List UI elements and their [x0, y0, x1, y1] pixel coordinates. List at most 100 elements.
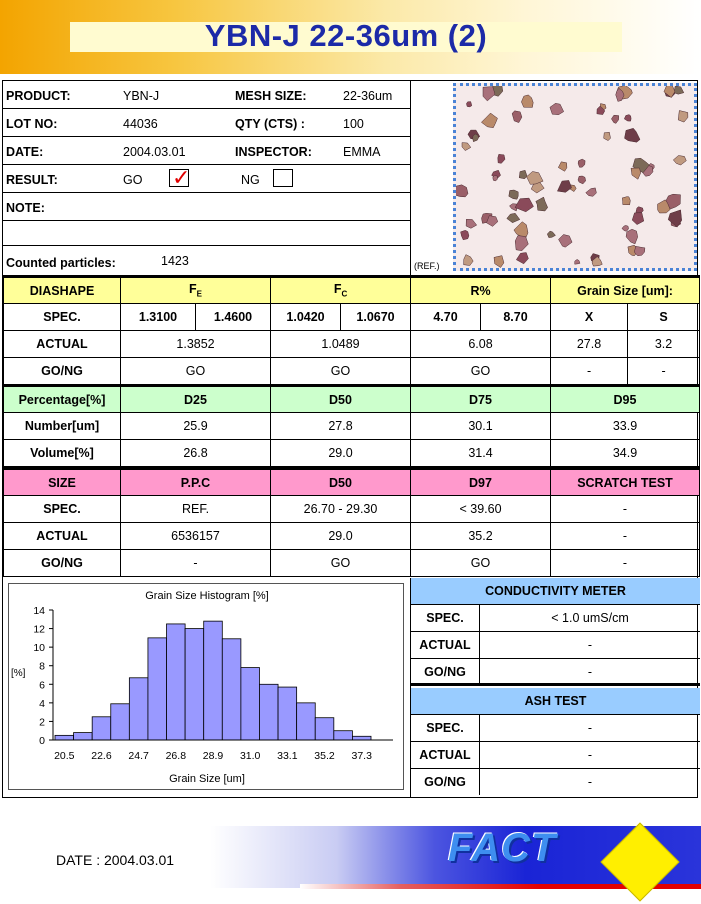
d97-header: D97 [410, 467, 551, 496]
particle [634, 246, 646, 257]
d75-header: D75 [410, 384, 551, 413]
gong-cell: - [550, 357, 629, 385]
size-cell: 26.70 - 29.30 [270, 495, 411, 523]
qty-label: QTY (CTS) : [235, 117, 305, 131]
particle [549, 103, 565, 115]
histogram-bar [91, 716, 112, 741]
y-tick-label: 10 [33, 642, 45, 654]
grain-size-header: Grain Size [um]: [550, 275, 701, 304]
spec-label: SPEC. [411, 605, 480, 631]
size-spec-row: SPEC. REF. 26.70 - 29.30 < 39.60 - [3, 495, 700, 523]
size-cell: 35.2 [410, 522, 551, 550]
x-tick-label: 28.9 [203, 750, 224, 762]
size-cell: < 39.60 [410, 495, 551, 523]
particle [672, 155, 687, 166]
go-checkbox[interactable]: ✓ [169, 167, 190, 189]
x-tick-label: 26.8 [166, 750, 187, 762]
scratch-test-header: SCRATCH TEST [550, 467, 700, 496]
y-tick-label: 12 [33, 624, 45, 636]
gong-cell: GO [119, 357, 272, 385]
percentage-table: Percentage[%] D25 D50 D75 D95 Number[um]… [3, 384, 700, 467]
x-tick-label: 20.5 [54, 750, 75, 762]
histogram-bar [203, 620, 223, 741]
gong-cell: GO [410, 357, 552, 385]
product-value: YBN-J [123, 89, 160, 103]
particle [585, 187, 597, 197]
histogram-bar [259, 683, 279, 741]
footer-date: DATE : 2004.03.01 [56, 852, 175, 868]
gong-label: GO/NG [3, 549, 121, 577]
particle [472, 133, 479, 143]
fe-header: FE [119, 275, 272, 304]
actual-label: ACTUAL [411, 632, 480, 658]
diashape-table: DIASHAPE FE FC R% Grain Size [um]: SPEC.… [3, 275, 701, 385]
gong-label: GO/NG [411, 659, 480, 685]
size-cell: - [550, 549, 700, 577]
ppc-header: P.P.C [120, 467, 271, 496]
particle [508, 189, 519, 200]
particle [547, 230, 556, 238]
histogram-bar [128, 677, 149, 741]
number-label: Number[um] [3, 412, 121, 440]
particle [630, 167, 641, 180]
particle [677, 110, 689, 123]
histogram-bar [110, 703, 130, 741]
particle [461, 142, 472, 151]
ash-actual-value: - [587, 748, 593, 762]
particle [596, 105, 606, 115]
ash-gong-value: - [587, 775, 593, 789]
number-row: Number[um] 25.9 27.8 30.1 33.9 [3, 412, 700, 440]
particle [456, 184, 469, 198]
histogram-frame: Grain Size Histogram [%] [%] Grain Size … [8, 583, 404, 790]
histogram-bar [240, 667, 260, 741]
conductivity-gong-row: GO/NG - [411, 659, 700, 686]
date-label: DATE: [6, 145, 44, 159]
x-tick-label: 24.7 [128, 750, 149, 762]
ng-checkbox[interactable] [273, 169, 293, 187]
d50-header: D50 [270, 384, 411, 413]
qty-value: 100 [343, 117, 364, 131]
photo-cell: (REF.) [410, 81, 699, 275]
spec-label: SPEC. [3, 303, 121, 331]
inspector-label: INSPECTOR: [235, 145, 312, 159]
particle [515, 252, 529, 265]
number-cell: 27.8 [270, 412, 411, 440]
size-cell: GO [410, 549, 551, 577]
ash-spec-value: - [587, 721, 593, 735]
particle [518, 170, 528, 180]
page-title: YBN-J 22-36um (2) [204, 18, 488, 53]
histogram-bar [166, 623, 186, 741]
gong-label: GO/NG [411, 769, 480, 795]
product-label: PRODUCT: [6, 89, 71, 103]
ash-actual-row: ACTUAL - [411, 742, 700, 769]
diashape-actual-row: ACTUAL 1.3852 1.0489 6.08 27.8 3.2 [3, 330, 701, 358]
particle [577, 158, 586, 168]
mesh-size-label: MESH SIZE: [235, 89, 307, 103]
particle [623, 114, 632, 122]
histogram-bar [352, 735, 372, 741]
particle [611, 114, 619, 124]
number-cell: 25.9 [120, 412, 271, 440]
y-tick-label: 0 [39, 735, 45, 747]
conductivity-actual-value: - [587, 638, 593, 652]
volume-cell: 34.9 [550, 439, 700, 467]
x-axis-label: Grain Size [um] [169, 773, 245, 785]
size-cell: GO [270, 549, 411, 577]
go-label: GO [123, 173, 143, 187]
x-tick-label: 35.2 [314, 750, 335, 762]
percentage-header-row: Percentage[%] D25 D50 D75 D95 [3, 384, 700, 413]
spec-cell: 1.4600 [194, 303, 272, 331]
volume-label: Volume[%] [3, 439, 121, 467]
histogram-bar [184, 628, 205, 741]
particle [663, 86, 676, 98]
r-header: R% [410, 275, 552, 304]
particle-image [456, 86, 694, 268]
actual-cell: 1.0489 [270, 330, 412, 358]
histogram-bar [314, 717, 335, 741]
size-actual-row: ACTUAL 6536157 29.0 35.2 - [3, 522, 700, 550]
particle [621, 225, 629, 232]
footer: DATE : 2004.03.01 FACT [0, 820, 701, 904]
d95-header: D95 [550, 384, 700, 413]
particle [625, 228, 638, 245]
counted-value: 1423 [161, 254, 189, 268]
